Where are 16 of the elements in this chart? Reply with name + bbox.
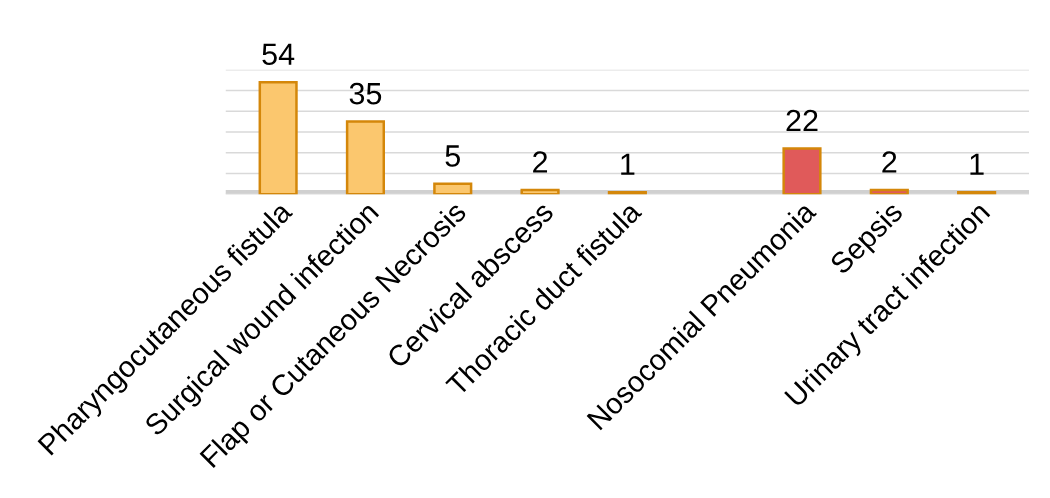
data-label: 22 [786, 109, 818, 132]
bar [782, 147, 822, 195]
data-label: 1 [621, 153, 635, 175]
bar [520, 188, 560, 195]
bar [258, 80, 298, 195]
data-label: 54 [262, 43, 295, 66]
data-label: 5 [445, 145, 460, 167]
bar [433, 182, 473, 195]
data-label: 2 [533, 151, 548, 173]
data-label: 1 [970, 153, 984, 175]
data-label: 2 [882, 151, 897, 173]
bar [869, 188, 909, 195]
data-label: 35 [349, 82, 382, 105]
bar [607, 190, 647, 195]
bar [345, 120, 386, 195]
bar [957, 190, 997, 195]
